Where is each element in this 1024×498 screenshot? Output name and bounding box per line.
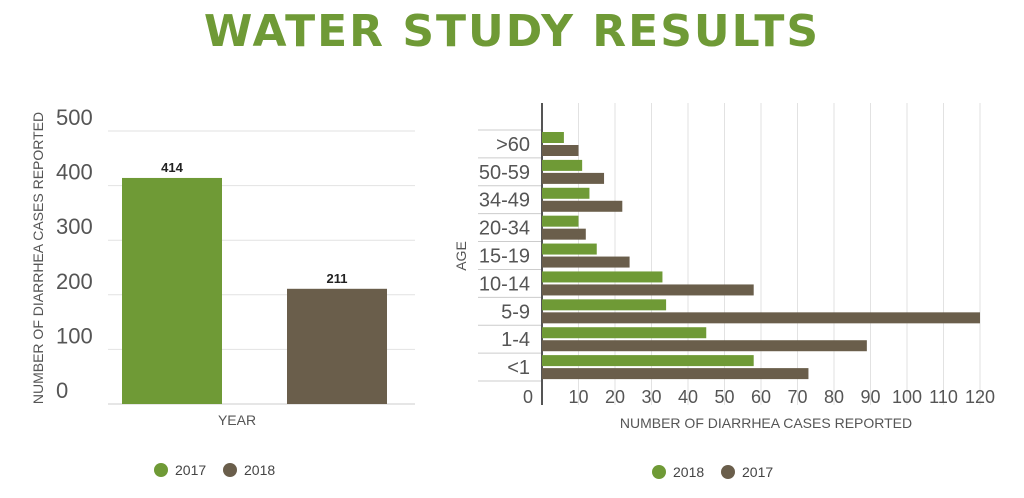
legend-label-2018: 2018 bbox=[673, 464, 704, 480]
x-tick-label: 70 bbox=[787, 387, 807, 407]
x-tick-label: 90 bbox=[860, 387, 880, 407]
y-tick-label: 300 bbox=[56, 214, 93, 239]
category-label: <1 bbox=[507, 357, 530, 379]
legend-label-2018: 2018 bbox=[244, 462, 275, 478]
x-tick-label: 120 bbox=[965, 387, 995, 407]
bar-2018-15-19 bbox=[542, 243, 597, 255]
bar-2018-1-4 bbox=[542, 327, 707, 339]
legend-label-2017: 2017 bbox=[742, 464, 773, 480]
x-tick-label: 80 bbox=[824, 387, 844, 407]
y-axis-title: AGE bbox=[453, 241, 469, 271]
category-label: 34-49 bbox=[479, 190, 530, 212]
data-label-2018: 211 bbox=[327, 271, 348, 286]
bar-2018-10-14 bbox=[542, 271, 663, 283]
x-tick-label: 30 bbox=[641, 387, 661, 407]
x-tick-label: 40 bbox=[678, 387, 698, 407]
y-axis-title: NUMBER OF DIARRHEA CASES REPORTED bbox=[30, 112, 46, 404]
bar-2018-<1 bbox=[542, 355, 754, 367]
bar-2018->60 bbox=[542, 132, 564, 143]
bar-2017-15-19 bbox=[542, 256, 630, 268]
data-label-2017: 414 bbox=[161, 160, 183, 175]
bar-2017-10-14 bbox=[542, 284, 754, 296]
y-tick-label: 200 bbox=[56, 269, 93, 294]
legend-marker-2018 bbox=[223, 463, 237, 477]
category-label: 10-14 bbox=[479, 273, 530, 295]
bar-2017-1-4 bbox=[542, 340, 867, 352]
bar-2017 bbox=[122, 177, 222, 404]
bar-2018 bbox=[287, 288, 387, 404]
x-tick-label: 60 bbox=[751, 387, 771, 407]
x-tick-label: 50 bbox=[714, 387, 734, 407]
bar-2017-<1 bbox=[542, 368, 809, 380]
y-tick-label: 500 bbox=[56, 105, 93, 130]
year-bar-chart: 0 100 200 300 400 500 414 211 YEAR NUMBER OF DIAR… bbox=[30, 105, 415, 478]
x-tick-label: 10 bbox=[568, 387, 588, 407]
x-axis-title: YEAR bbox=[218, 412, 256, 428]
category-label: 20-34 bbox=[479, 218, 530, 240]
x-tick-label: 100 bbox=[892, 387, 922, 407]
legend-marker-2017 bbox=[154, 463, 168, 477]
category-label: 5-9 bbox=[501, 301, 530, 323]
x-tick-label: 20 bbox=[605, 387, 625, 407]
category-label: >60 bbox=[496, 134, 530, 156]
category-label: 1-4 bbox=[501, 329, 530, 351]
y-tick-label: 0 bbox=[56, 378, 68, 403]
x-tick-label: 110 bbox=[929, 387, 958, 407]
bar-2018-50-59 bbox=[542, 159, 583, 171]
bar-2017-5-9 bbox=[542, 312, 980, 324]
category-label: 50-59 bbox=[479, 162, 530, 184]
bar-2017-20-34 bbox=[542, 228, 586, 240]
bar-2018-34-49 bbox=[542, 187, 590, 199]
bar-2018-5-9 bbox=[542, 299, 667, 311]
legend-marker-2017 bbox=[721, 465, 735, 479]
legend-label-2017: 2017 bbox=[175, 462, 206, 478]
bar-2017-50-59 bbox=[542, 172, 605, 184]
bar-2017-34-49 bbox=[542, 200, 623, 212]
legend-marker-2018 bbox=[652, 465, 666, 479]
x-tick-label: 0 bbox=[523, 387, 533, 407]
x-axis-title: NUMBER OF DIARRHEA CASES REPORTED bbox=[620, 415, 912, 431]
page-title: WATER STUDY RESULTS bbox=[203, 6, 821, 57]
bar-2018-20-34 bbox=[542, 215, 579, 227]
category-label: 15-19 bbox=[479, 246, 530, 268]
y-tick-label: 100 bbox=[56, 323, 93, 348]
y-tick-label: 400 bbox=[56, 160, 93, 185]
bar-2017->60 bbox=[542, 145, 579, 156]
